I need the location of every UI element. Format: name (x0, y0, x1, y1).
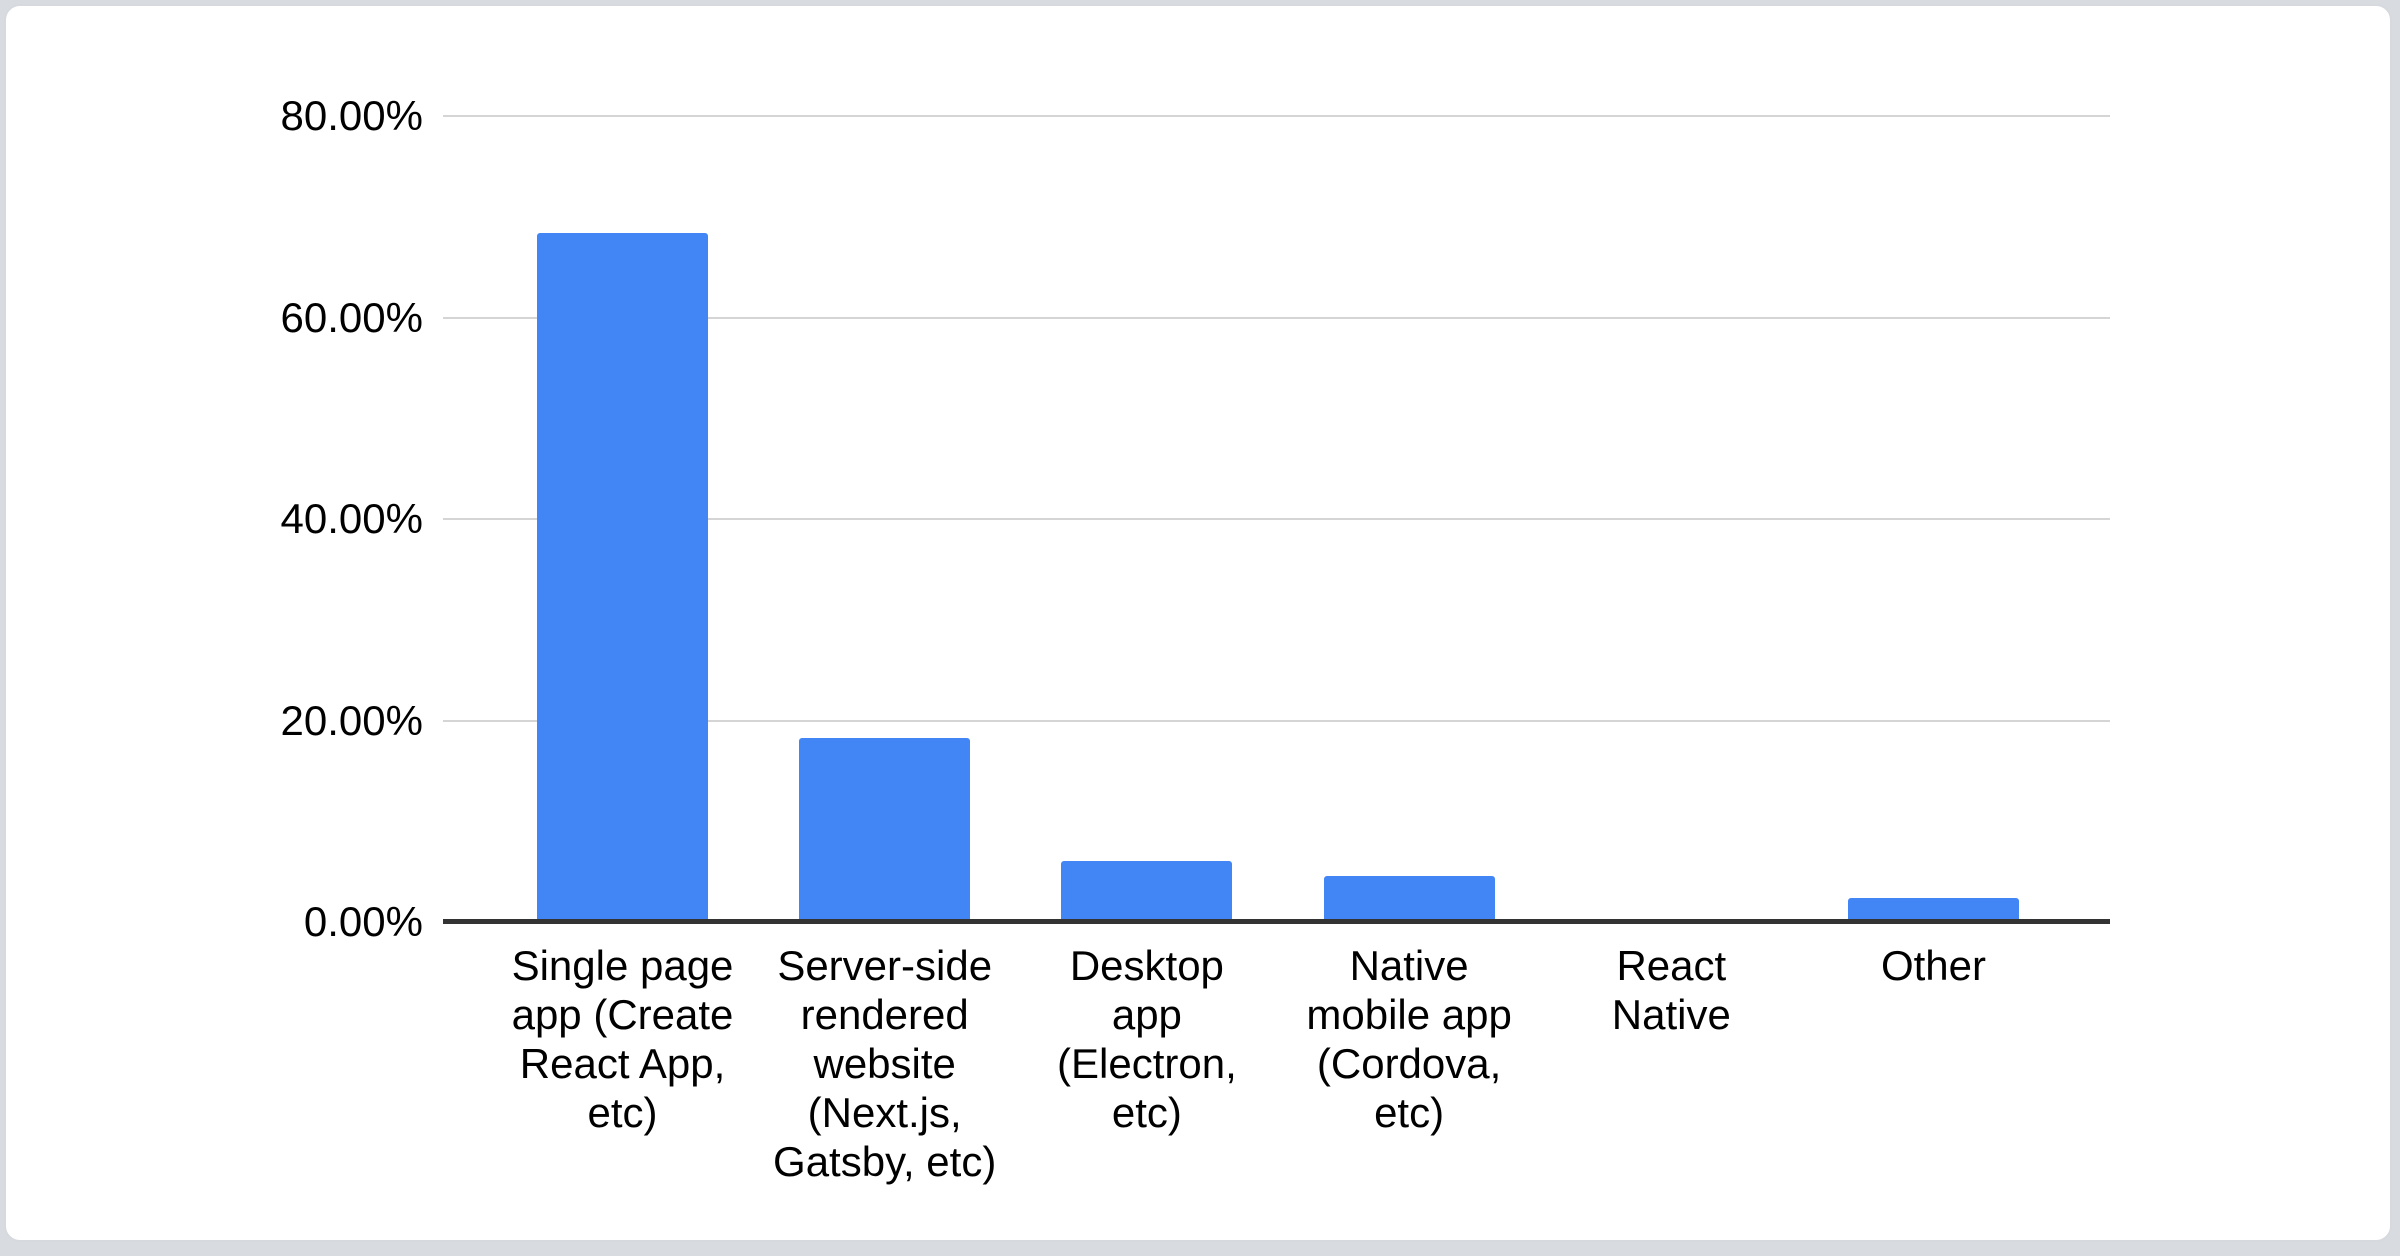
y-gridline-40 (443, 518, 2110, 520)
y-gridline-60 (443, 316, 2110, 319)
bar-native-mobile-app-cordova-etc[interactable] (1323, 876, 1495, 922)
y-gridline-80 (443, 115, 2110, 117)
y-axis-tick-label-20: 20.00% (280, 696, 423, 744)
x-axis-category-label-server-side-rendered-website-next-js-gatsby-etc: Server-side rendered website (Next.js, G… (773, 942, 997, 1185)
bar-other[interactable] (1848, 898, 2019, 922)
x-axis-category-label-other: Other (1880, 942, 1987, 989)
bar-desktop-app-electron-etc[interactable] (1061, 861, 1233, 922)
x-axis-category-label-single-page-app-create-react-app-etc: Single page app (Create React App, etc) (511, 942, 734, 1136)
y-axis-tick-label-80: 80.00% (280, 92, 423, 139)
bar-single-page-app-create-react-app-etc[interactable] (537, 233, 708, 922)
x-axis-category-label-native-mobile-app-cordova-etc: Native mobile app (Cordova, etc) (1306, 942, 1512, 1136)
y-axis-tick-label-0: 0.00% (303, 898, 423, 945)
x-axis-line (443, 919, 2110, 924)
bar-server-side-rendered-website-next-js-gatsby-etc[interactable] (799, 738, 971, 922)
x-axis-category-label-react-native: React Native (1611, 942, 1731, 1038)
y-axis-tick-label-60: 60.00% (280, 293, 423, 341)
y-gridline-20 (443, 719, 2110, 722)
x-axis-category-label-desktop-app-electron-etc: Desktop app (Electron, etc) (1057, 942, 1237, 1136)
y-axis-tick-label-40: 40.00% (280, 495, 423, 542)
chart-card (4, 4, 2392, 1242)
